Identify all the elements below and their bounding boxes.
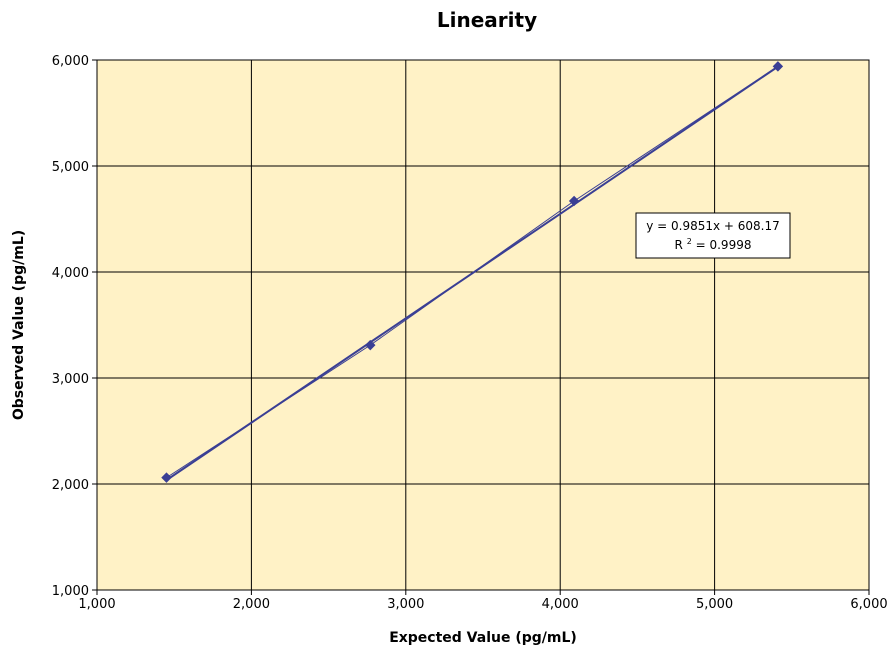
data-point — [568, 195, 580, 207]
x-tick-label: 4,000 — [542, 597, 579, 612]
x-tick-label: 6,000 — [850, 597, 887, 612]
equation-box-frame — [635, 212, 791, 259]
r-squared-value: = 0.9998 — [696, 238, 752, 252]
r-squared-superscript: 2 — [687, 237, 692, 246]
grid-lines — [97, 60, 869, 590]
y-tick-label: 2,000 — [52, 478, 89, 493]
y-tick-label: 4,000 — [52, 266, 89, 281]
plot-area — [96, 59, 870, 591]
chart-title: Linearity — [437, 8, 537, 32]
series-line — [166, 65, 779, 479]
data-point — [772, 61, 784, 72]
x-tick-label: 5,000 — [696, 597, 733, 612]
tick-labels: 1,000 2,000 3,000 4,000 5,000 6,000 1,000 2,000… — [52, 54, 888, 612]
r-squared-text: R 2 = 0.9998 — [675, 233, 752, 252]
equation-text: y = 0.9851x + 608.17 — [646, 219, 780, 233]
y-tick-label: 3,000 — [52, 372, 89, 387]
x-tick-label: 2,000 — [233, 597, 270, 612]
data-point — [365, 339, 376, 351]
x-axis-title: Expected Value (pg/mL) — [389, 630, 577, 646]
x-tick-label: 1,000 — [78, 597, 115, 612]
y-tick-label: 5,000 — [52, 160, 89, 175]
trendline-equation-box: y = 0.9851x + 608.17 R 2 = 0.9998 — [635, 212, 791, 259]
x-tick-label: 3,000 — [387, 597, 424, 612]
y-axis-title: Observed Value (pg/mL) — [11, 230, 27, 420]
series-layer — [161, 61, 784, 483]
r-squared-label: R — [675, 238, 683, 252]
data-point — [161, 472, 172, 483]
y-tick-label: 1,000 — [52, 584, 89, 599]
y-tick-label: 6,000 — [52, 54, 89, 69]
